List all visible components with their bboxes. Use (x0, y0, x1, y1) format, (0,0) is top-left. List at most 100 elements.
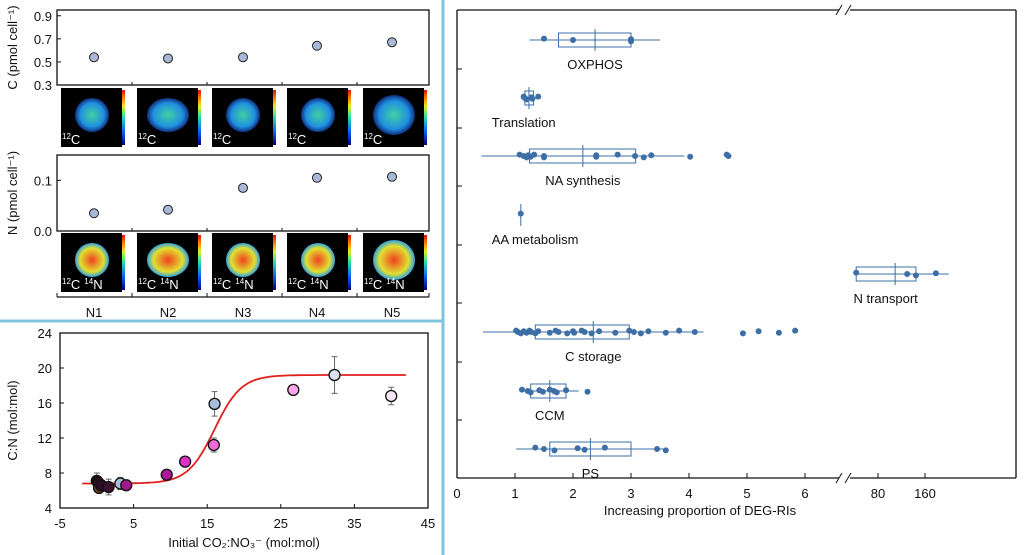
isotope-mass: 14 (160, 277, 169, 286)
group-label: Translation (492, 115, 556, 130)
data-point (596, 328, 603, 335)
data-point (676, 327, 683, 334)
x-tick-label: 45 (421, 516, 435, 531)
x-tick-label: 6 (801, 486, 808, 501)
isotope-mass: 14 (235, 277, 244, 286)
data-point (912, 272, 919, 279)
data-point (601, 444, 608, 451)
cell (147, 243, 189, 277)
colorbar (198, 90, 201, 145)
data-point (654, 446, 661, 452)
cell-image: 12C 14N (137, 233, 201, 292)
colorbar (273, 235, 276, 290)
element-symbol: N (244, 277, 253, 292)
element-symbol: C (71, 277, 80, 292)
data-point (385, 389, 398, 403)
isotope-mass: 12 (213, 132, 222, 141)
y-tick-label: 0.1 (34, 173, 52, 188)
cell-image: 12C 14N (287, 233, 351, 292)
boxplot-group: OXPHOS (529, 29, 660, 72)
data-point (287, 383, 300, 397)
data-point (238, 182, 248, 193)
data-point (523, 96, 530, 103)
element-symbol: N (93, 277, 102, 292)
data-point (632, 153, 639, 159)
image-label: 12C 14N (288, 277, 329, 292)
cell (75, 98, 109, 132)
isotope-mass: 12 (364, 277, 373, 286)
data-point (208, 397, 221, 411)
nitrogen-panel: 0.10.0N (pmol cell⁻¹)12C 14N 12C 14N 12C 14N 1… (5, 151, 430, 292)
y-tick-label: 0.9 (34, 9, 52, 24)
data-point (612, 329, 619, 336)
data-point (539, 388, 546, 395)
y-tick-label: 0.7 (34, 32, 52, 47)
data-point (570, 37, 576, 43)
group-label: C storage (565, 349, 621, 364)
data-point (853, 269, 860, 276)
cell-image: 12C (61, 88, 125, 147)
data-point (581, 329, 588, 335)
data-point (535, 328, 542, 335)
data-point (645, 328, 652, 335)
data-point (238, 52, 248, 63)
y-axis-label: C:N (mol:mol) (5, 380, 20, 460)
plot-frame (59, 332, 429, 509)
image-label: 12C 14N (138, 277, 179, 292)
element-symbol: C (222, 277, 231, 292)
data-point (312, 172, 322, 183)
group-label: N transport (853, 291, 918, 306)
data-point (518, 386, 525, 393)
y-tick-label: 4 (45, 501, 52, 516)
data-point (775, 329, 782, 336)
x-tick-label: 4 (685, 486, 692, 501)
axis-break-mark (835, 4, 843, 16)
data-point (593, 153, 600, 160)
data-point (571, 329, 578, 336)
boxplot-group: Translation (492, 87, 556, 130)
element-symbol: C (373, 277, 382, 292)
cell-image: 12C (363, 88, 427, 147)
cell (373, 95, 415, 135)
data-point (626, 327, 633, 334)
cell (301, 98, 335, 132)
data-point (531, 151, 538, 158)
group-label: PS (582, 466, 600, 481)
fit-curve (82, 374, 406, 485)
data-point (207, 438, 220, 452)
x-tick-label: N4 (309, 305, 326, 320)
image-label: 12C 14N (62, 277, 103, 292)
colorbar (273, 90, 276, 145)
image-label: 12C (213, 132, 231, 147)
cell (226, 98, 260, 132)
data-point (541, 154, 547, 161)
plot-frame (56, 9, 430, 86)
isotope-mass: 12 (138, 132, 147, 141)
x-tick-label: 1 (511, 486, 518, 501)
image-label: 12C (138, 132, 156, 147)
axis-break-mark (835, 472, 843, 484)
data-point (527, 389, 534, 396)
y-axis-label: C (pmol cell⁻¹) (5, 5, 20, 89)
cell-image: 12C 14N (363, 233, 427, 292)
data-point (725, 153, 732, 159)
data-point (535, 93, 542, 100)
x-tick-label: 2 (569, 486, 576, 501)
cell-image: 12C (137, 88, 201, 147)
data-point (904, 271, 911, 277)
plot-frame (56, 154, 430, 232)
data-point (541, 446, 547, 452)
element-symbol: C (71, 132, 80, 147)
cell (75, 243, 109, 277)
data-point (532, 444, 539, 451)
element-symbol: N (319, 277, 328, 292)
x-tick-label: N1 (86, 305, 103, 320)
x-tick-label: 25 (274, 516, 288, 531)
data-point (102, 480, 115, 494)
boxplot-group: N transport (853, 263, 949, 306)
data-point (687, 153, 694, 160)
x-tick-label: -5 (54, 516, 66, 531)
data-point (312, 40, 322, 51)
boxplot-group: CCM (518, 380, 591, 423)
